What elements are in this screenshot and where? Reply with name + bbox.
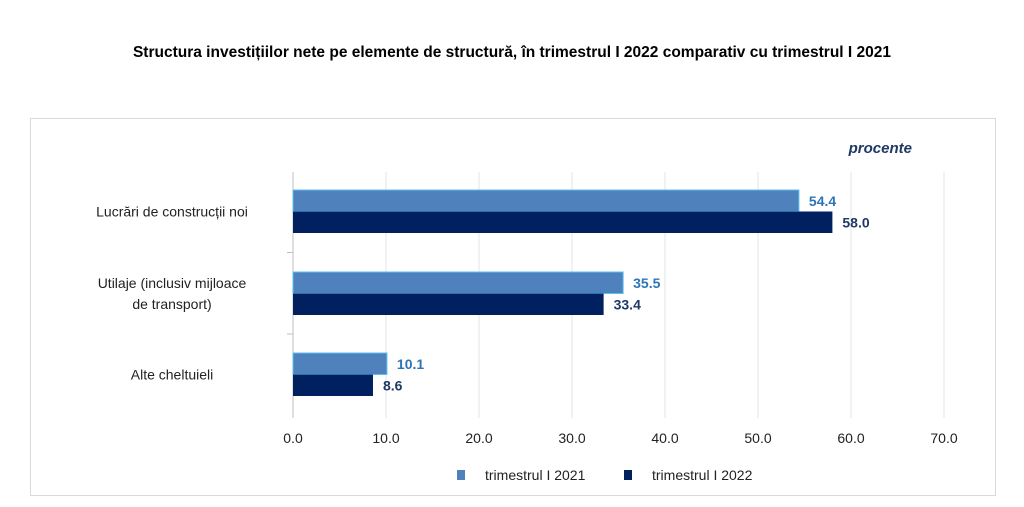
bar bbox=[292, 189, 800, 212]
bar bbox=[293, 211, 833, 233]
x-tick-label: 70.0 bbox=[930, 430, 957, 446]
unit-label: procente bbox=[848, 140, 912, 157]
data-label: 10.1 bbox=[397, 356, 424, 372]
x-tick-label: 10.0 bbox=[372, 430, 399, 446]
x-tick-label: 0.0 bbox=[283, 430, 303, 446]
data-label: 54.4 bbox=[809, 193, 836, 209]
data-label: 35.5 bbox=[633, 275, 660, 291]
legend-label: trimestrul I 2021 bbox=[485, 467, 586, 483]
x-tick-label: 20.0 bbox=[465, 430, 492, 446]
data-label: 8.6 bbox=[383, 377, 403, 393]
bar bbox=[292, 352, 388, 375]
category-label: Lucrări de construcții noi bbox=[96, 204, 248, 220]
bar bbox=[293, 293, 604, 315]
category-label: Alte cheltuieli bbox=[131, 367, 214, 383]
legend-label: trimestrul I 2022 bbox=[652, 467, 753, 483]
category-label: Utilaje (inclusiv mijloace bbox=[98, 275, 247, 291]
legend-swatch bbox=[624, 470, 632, 480]
legend-swatch bbox=[457, 470, 465, 480]
x-tick-label: 60.0 bbox=[837, 430, 864, 446]
data-label: 58.0 bbox=[842, 214, 869, 230]
data-label: 33.4 bbox=[614, 296, 641, 312]
bar bbox=[292, 271, 624, 294]
x-tick-label: 40.0 bbox=[651, 430, 678, 446]
x-tick-label: 30.0 bbox=[558, 430, 585, 446]
x-tick-label: 50.0 bbox=[744, 430, 771, 446]
bar bbox=[293, 374, 373, 396]
chart-title: Structura investițiilor nete pe elemente… bbox=[132, 44, 892, 61]
chart-frame bbox=[30, 118, 996, 496]
category-label: de transport) bbox=[132, 296, 211, 312]
